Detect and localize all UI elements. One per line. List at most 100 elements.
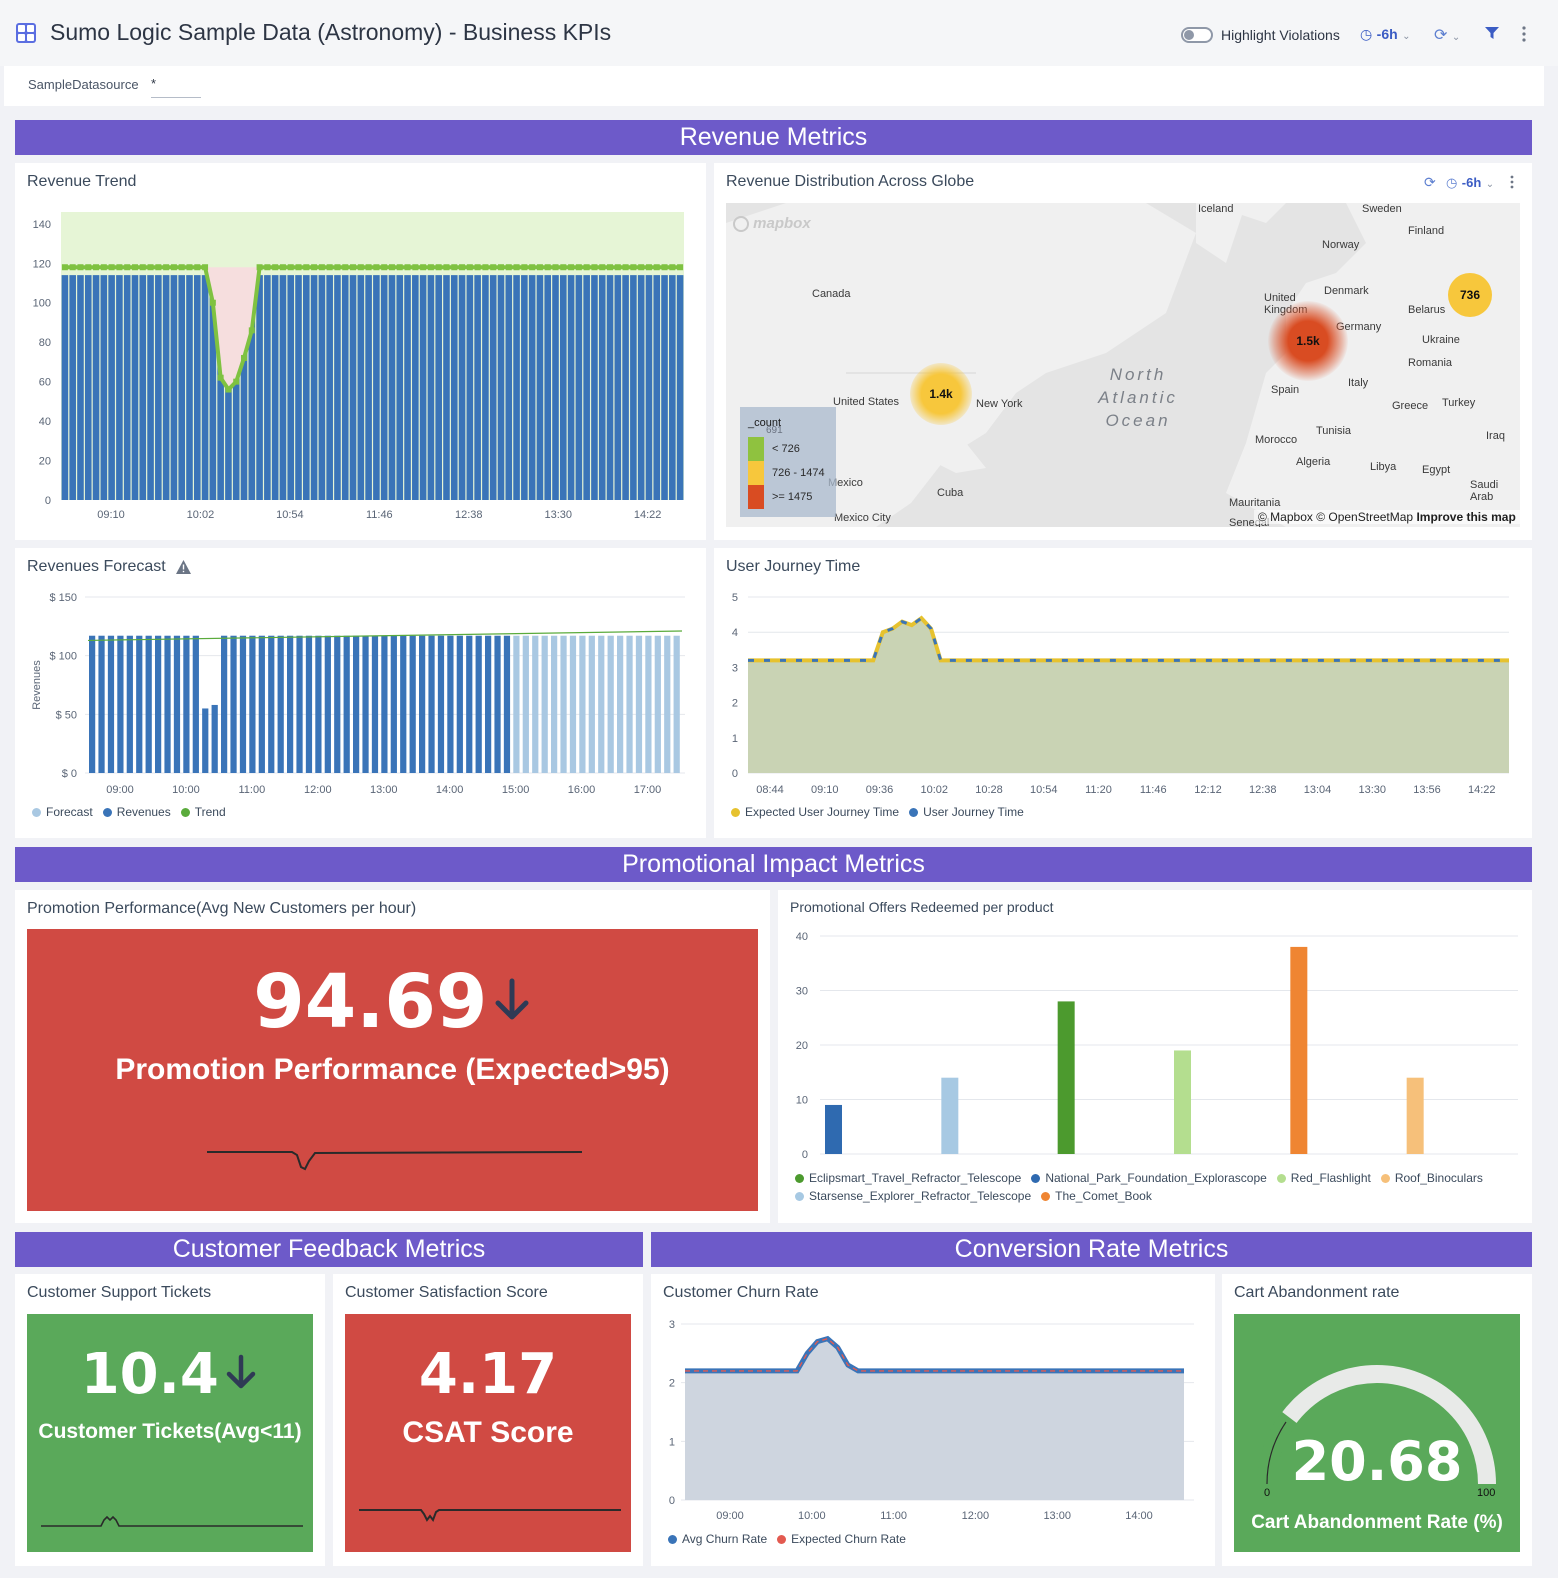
revenue-bar — [192, 635, 199, 773]
map-label: Denmark — [1324, 285, 1369, 297]
tile-label: Customer Tickets(Avg<11) — [38, 1420, 302, 1443]
x-tick-label: 10:00 — [172, 784, 200, 796]
map-label: Italy — [1348, 377, 1369, 389]
threshold-marker — [334, 264, 341, 271]
legend-item[interactable]: The_Comet_Book — [1041, 1189, 1152, 1203]
legend-item[interactable]: Forecast — [32, 805, 93, 819]
refresh-button[interactable]: ⟳ ⌄ — [1434, 25, 1460, 45]
map-label: Libya — [1370, 461, 1397, 473]
ocean-word: Atlantic — [1098, 388, 1178, 407]
legend-dot — [777, 1534, 787, 1544]
panel-title: Promotion Performance(Avg New Customers … — [27, 900, 417, 917]
world-map[interactable]: Iceland Sweden Finland Norway Canada Den… — [726, 203, 1520, 527]
revenue-bar — [258, 635, 265, 773]
customer-tickets-tile[interactable]: 10.4 Customer Tickets(Avg<11) — [27, 1314, 313, 1552]
legend-swatch-low — [748, 437, 764, 461]
revenue-bar — [388, 275, 396, 500]
revenue-bar — [116, 275, 123, 500]
improve-map-link[interactable]: Improve this map — [1416, 510, 1516, 524]
panel-refresh-button[interactable]: ⟳ — [1424, 174, 1436, 192]
threshold-marker — [536, 264, 543, 271]
warning-icon[interactable] — [175, 559, 192, 575]
churn-legend: Avg Churn Rate Expected Churn Rate — [668, 1532, 906, 1546]
threshold-marker — [256, 264, 263, 271]
legend-item[interactable]: Roof_Binoculars — [1380, 1171, 1483, 1185]
y-tick-label: 1 — [732, 733, 738, 745]
revenue-bar — [287, 635, 294, 773]
threshold-marker — [505, 264, 512, 271]
threshold-marker — [233, 378, 240, 385]
promotion-performance-tile[interactable]: 94.69 Promotion Performance (Expected>95… — [27, 929, 758, 1211]
revenue-bar — [503, 635, 511, 773]
threshold-marker — [653, 264, 660, 271]
legend-label: Starsense_Explorer_Refractor_Telescope — [809, 1189, 1032, 1203]
legend-item[interactable]: User Journey Time — [909, 805, 1024, 819]
map-label: Saudi Arab — [1470, 479, 1499, 503]
panel-menu-button[interactable] — [1508, 174, 1516, 195]
time-range-picker[interactable]: ◷ -6h ⌄ — [1360, 26, 1411, 44]
forecast-bar — [560, 635, 567, 773]
tile-value-row: 94.69 — [27, 959, 758, 1045]
filter-button[interactable] — [1484, 25, 1500, 46]
map-cluster[interactable]: 736 — [1448, 273, 1492, 317]
legend-item[interactable]: Starsense_Explorer_Refractor_Telescope — [795, 1189, 1031, 1203]
revenues-forecast-chart: $ 0 $ 50 $ 100 $ 150 Revenues 09:00 10:00 11:00… — [31, 592, 685, 796]
revenue-bar — [315, 635, 322, 773]
revenue-bar — [277, 635, 284, 773]
legend-item[interactable]: Red_Flashlight — [1276, 1171, 1371, 1185]
revenue-bar — [108, 275, 115, 500]
filter-value-input[interactable]: * — [151, 76, 157, 91]
threshold-marker — [412, 264, 419, 271]
map-cluster[interactable]: 1.4k — [910, 363, 972, 425]
forecast-bar — [617, 635, 624, 773]
panel-time-range[interactable]: ◷ -6h ⌄ — [1446, 174, 1494, 192]
gauge-min: 0 — [1264, 1487, 1271, 1499]
threshold-marker — [116, 264, 123, 271]
legend-item[interactable]: Expected User Journey Time — [731, 805, 899, 819]
legend-item[interactable]: Avg Churn Rate — [668, 1532, 767, 1546]
dashboard-grid-icon[interactable] — [16, 23, 36, 43]
threshold-marker — [661, 264, 668, 271]
y-tick-label: 10 — [796, 1095, 808, 1107]
y-tick-label: 30 — [796, 986, 808, 998]
threshold-marker — [420, 264, 427, 271]
ocean-word: North — [1109, 365, 1167, 384]
map-cluster[interactable]: 1.5k — [1268, 301, 1348, 381]
x-tick-label: 09:10 — [811, 784, 839, 796]
filter-bar — [4, 66, 1544, 106]
time-range-value: -6h — [1376, 26, 1398, 42]
legend-item[interactable]: Eclipsmart_Travel_Refractor_Telescope — [795, 1171, 1021, 1185]
threshold-marker — [521, 264, 528, 271]
forecast-bar — [626, 635, 633, 773]
tile-value: 94.69 — [253, 959, 488, 1045]
threshold-marker — [552, 264, 559, 271]
churn-area — [685, 1338, 1184, 1500]
legend-dot — [180, 807, 190, 817]
revenue-bar — [217, 275, 224, 500]
x-tick-label: 11:20 — [1085, 784, 1112, 796]
dashboard-title: Sumo Logic Sample Data (Astronomy) - Bus… — [50, 19, 612, 45]
revenue-bar — [404, 275, 411, 500]
section-conversion-rate: Conversion Rate Metrics — [651, 1232, 1532, 1267]
chevron-down-icon: ⌄ — [1402, 31, 1411, 42]
tile-label: CSAT Score — [402, 1416, 574, 1449]
revenue-bar — [155, 635, 162, 773]
x-tick-label: 12:38 — [1249, 784, 1277, 796]
refresh-icon: ⟳ — [1434, 27, 1448, 44]
map-attribution[interactable]: © Mapbox © OpenStreetMap Improve this ma… — [1254, 510, 1520, 524]
legend-item[interactable]: Trend — [180, 805, 226, 819]
cart-abandonment-tile[interactable]: 20.68 0 100 Cart Abandonment Rate (%) — [1234, 1314, 1520, 1552]
revenue-bar — [279, 275, 287, 500]
y-tick-label: 2 — [669, 1378, 675, 1390]
revenue-bar — [98, 635, 105, 773]
highlight-violations-toggle[interactable] — [1181, 27, 1213, 43]
legend-label: 726 - 1474 — [772, 467, 825, 479]
legend-item[interactable]: Revenues — [102, 805, 171, 819]
csat-score-tile[interactable]: 4.17 CSAT Score — [345, 1314, 631, 1552]
legend-item[interactable]: Expected Churn Rate — [777, 1532, 906, 1546]
threshold-marker — [365, 264, 372, 271]
more-options-button[interactable] — [1519, 24, 1529, 47]
legend-item[interactable]: National_Park_Foundation_Explorascope — [1031, 1171, 1267, 1185]
map-label: Algeria — [1296, 456, 1331, 468]
threshold-marker — [241, 354, 248, 361]
